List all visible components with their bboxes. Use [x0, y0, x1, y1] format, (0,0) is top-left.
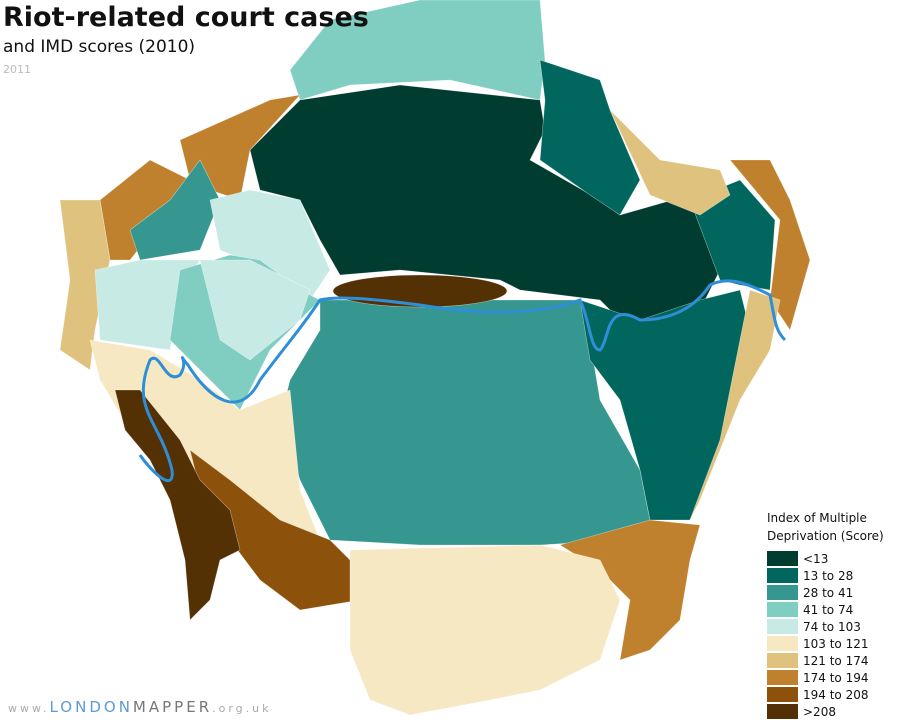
- footer-part: www.: [8, 702, 49, 715]
- legend-swatch: [767, 585, 798, 600]
- footer-part: MAPPER: [133, 698, 212, 716]
- legend-swatch: [767, 687, 798, 702]
- legend-swatch: [767, 636, 798, 651]
- legend-title: Index of Multiple: [767, 511, 867, 525]
- legend-label: 174 to 194: [803, 671, 868, 685]
- region: [332, 274, 508, 308]
- legend-swatch: [767, 551, 798, 566]
- region: [559, 519, 701, 661]
- legend-label: 28 to 41: [803, 586, 853, 600]
- legend-label: 13 to 28: [803, 569, 853, 583]
- legend-swatch: [767, 670, 798, 685]
- legend-swatch: [767, 568, 798, 583]
- legend-swatch: [767, 602, 798, 617]
- footer-part: LONDON: [49, 698, 132, 716]
- region: [729, 159, 811, 331]
- legend-label: >208: [803, 705, 836, 719]
- region: [209, 189, 331, 301]
- region: [609, 109, 731, 216]
- title: and IMD scores (2010): [3, 37, 195, 57]
- subtitle: 2011: [3, 63, 31, 76]
- region: [199, 259, 311, 361]
- legend-swatch: [767, 619, 798, 634]
- region: [689, 289, 781, 521]
- region: [114, 389, 241, 621]
- legend-label: 74 to 103: [803, 620, 861, 634]
- footer: www.LONDONMAPPER.org.uk: [8, 698, 272, 716]
- legend-swatch: [767, 704, 798, 719]
- legend-label: 121 to 174: [803, 654, 868, 668]
- region: [349, 544, 621, 716]
- legend-label: <13: [803, 552, 828, 566]
- legend-label: 103 to 121: [803, 637, 868, 651]
- footer-part: .org.uk: [212, 702, 271, 715]
- river-thames: [138, 279, 787, 483]
- legend: Index of Multiple Deprivation (Score) <1…: [767, 511, 884, 719]
- region: [539, 59, 641, 216]
- legend-label: 41 to 74: [803, 603, 853, 617]
- cartogram: [59, 0, 811, 716]
- legend-swatch: [767, 653, 798, 668]
- title: Riot-related court cases: [3, 2, 369, 33]
- legend-title: Deprivation (Score): [767, 529, 884, 543]
- legend-label: 194 to 208: [803, 688, 868, 702]
